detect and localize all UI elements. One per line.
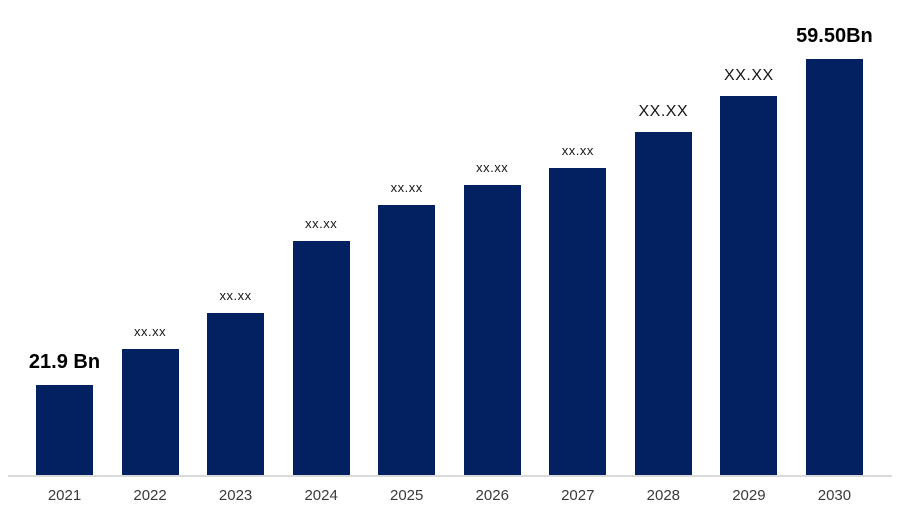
bar-column-2022: xx.xx <box>121 324 179 476</box>
bars-row: 21.9 Bn xx.xx xx.xx xx.xx xx.xx xx.xx xx.xx XX.… <box>29 0 873 476</box>
x-axis-labels: 2021 2022 2023 2024 2025 2026 2027 2028 2029 2030 <box>36 487 863 504</box>
bar-value-label-2028: XX.XX <box>638 103 689 120</box>
bar-column-2025: xx.xx <box>378 180 436 476</box>
bar-column-2026: xx.xx <box>463 160 521 476</box>
bar-2030 <box>805 59 863 476</box>
bar-column-2024: xx.xx <box>292 216 350 476</box>
bar-2022 <box>121 349 179 476</box>
x-axis-tick-label-2023: 2023 <box>218 487 253 504</box>
bar-column-2028: XX.XX <box>634 103 692 476</box>
x-axis-tick-label-2029: 2029 <box>732 487 766 504</box>
bar-2028 <box>634 132 692 476</box>
x-axis-tick-label-2027: 2027 <box>561 487 595 504</box>
x-axis-line <box>8 475 892 477</box>
bar-value-label-2027: xx.xx <box>561 143 594 158</box>
bar-column-2029: XX.XX <box>720 67 778 476</box>
x-axis-tick-label-2030: 2030 <box>817 487 852 504</box>
bar-2029 <box>720 96 778 476</box>
bar-2026 <box>463 185 521 476</box>
bar-value-label-2022: xx.xx <box>133 324 167 339</box>
bar-2023 <box>207 313 265 476</box>
bar-value-label-2026: xx.xx <box>476 160 509 175</box>
bar-value-label-2023: xx.xx <box>219 288 252 303</box>
bar-column-2027: xx.xx <box>549 143 607 476</box>
bar-column-2023: xx.xx <box>207 288 265 476</box>
x-axis-tick-label-2022: 2022 <box>133 487 167 504</box>
x-axis-tick-label-2021: 2021 <box>47 487 82 504</box>
x-axis-tick-label-2025: 2025 <box>390 487 424 504</box>
bar-value-label-2030: 59.50Bn <box>796 25 873 47</box>
x-axis-tick-label-2028: 2028 <box>646 487 681 504</box>
bar-value-label-2029: XX.XX <box>724 67 774 84</box>
x-axis-tick-label-2024: 2024 <box>304 487 338 504</box>
bar-column-2030: 59.50Bn <box>796 26 873 476</box>
bar-value-label-2021: 21.9 Bn <box>28 351 101 373</box>
bar-2025 <box>378 205 436 476</box>
bar-value-label-2024: xx.xx <box>305 216 338 231</box>
bar-value-label-2025: xx.xx <box>390 180 423 195</box>
bar-2021 <box>36 385 93 476</box>
x-axis-tick-label-2026: 2026 <box>475 487 509 504</box>
bar-column-2021: 21.9 Bn <box>29 352 100 476</box>
bar-2027 <box>549 168 607 476</box>
bar-2024 <box>292 241 350 476</box>
